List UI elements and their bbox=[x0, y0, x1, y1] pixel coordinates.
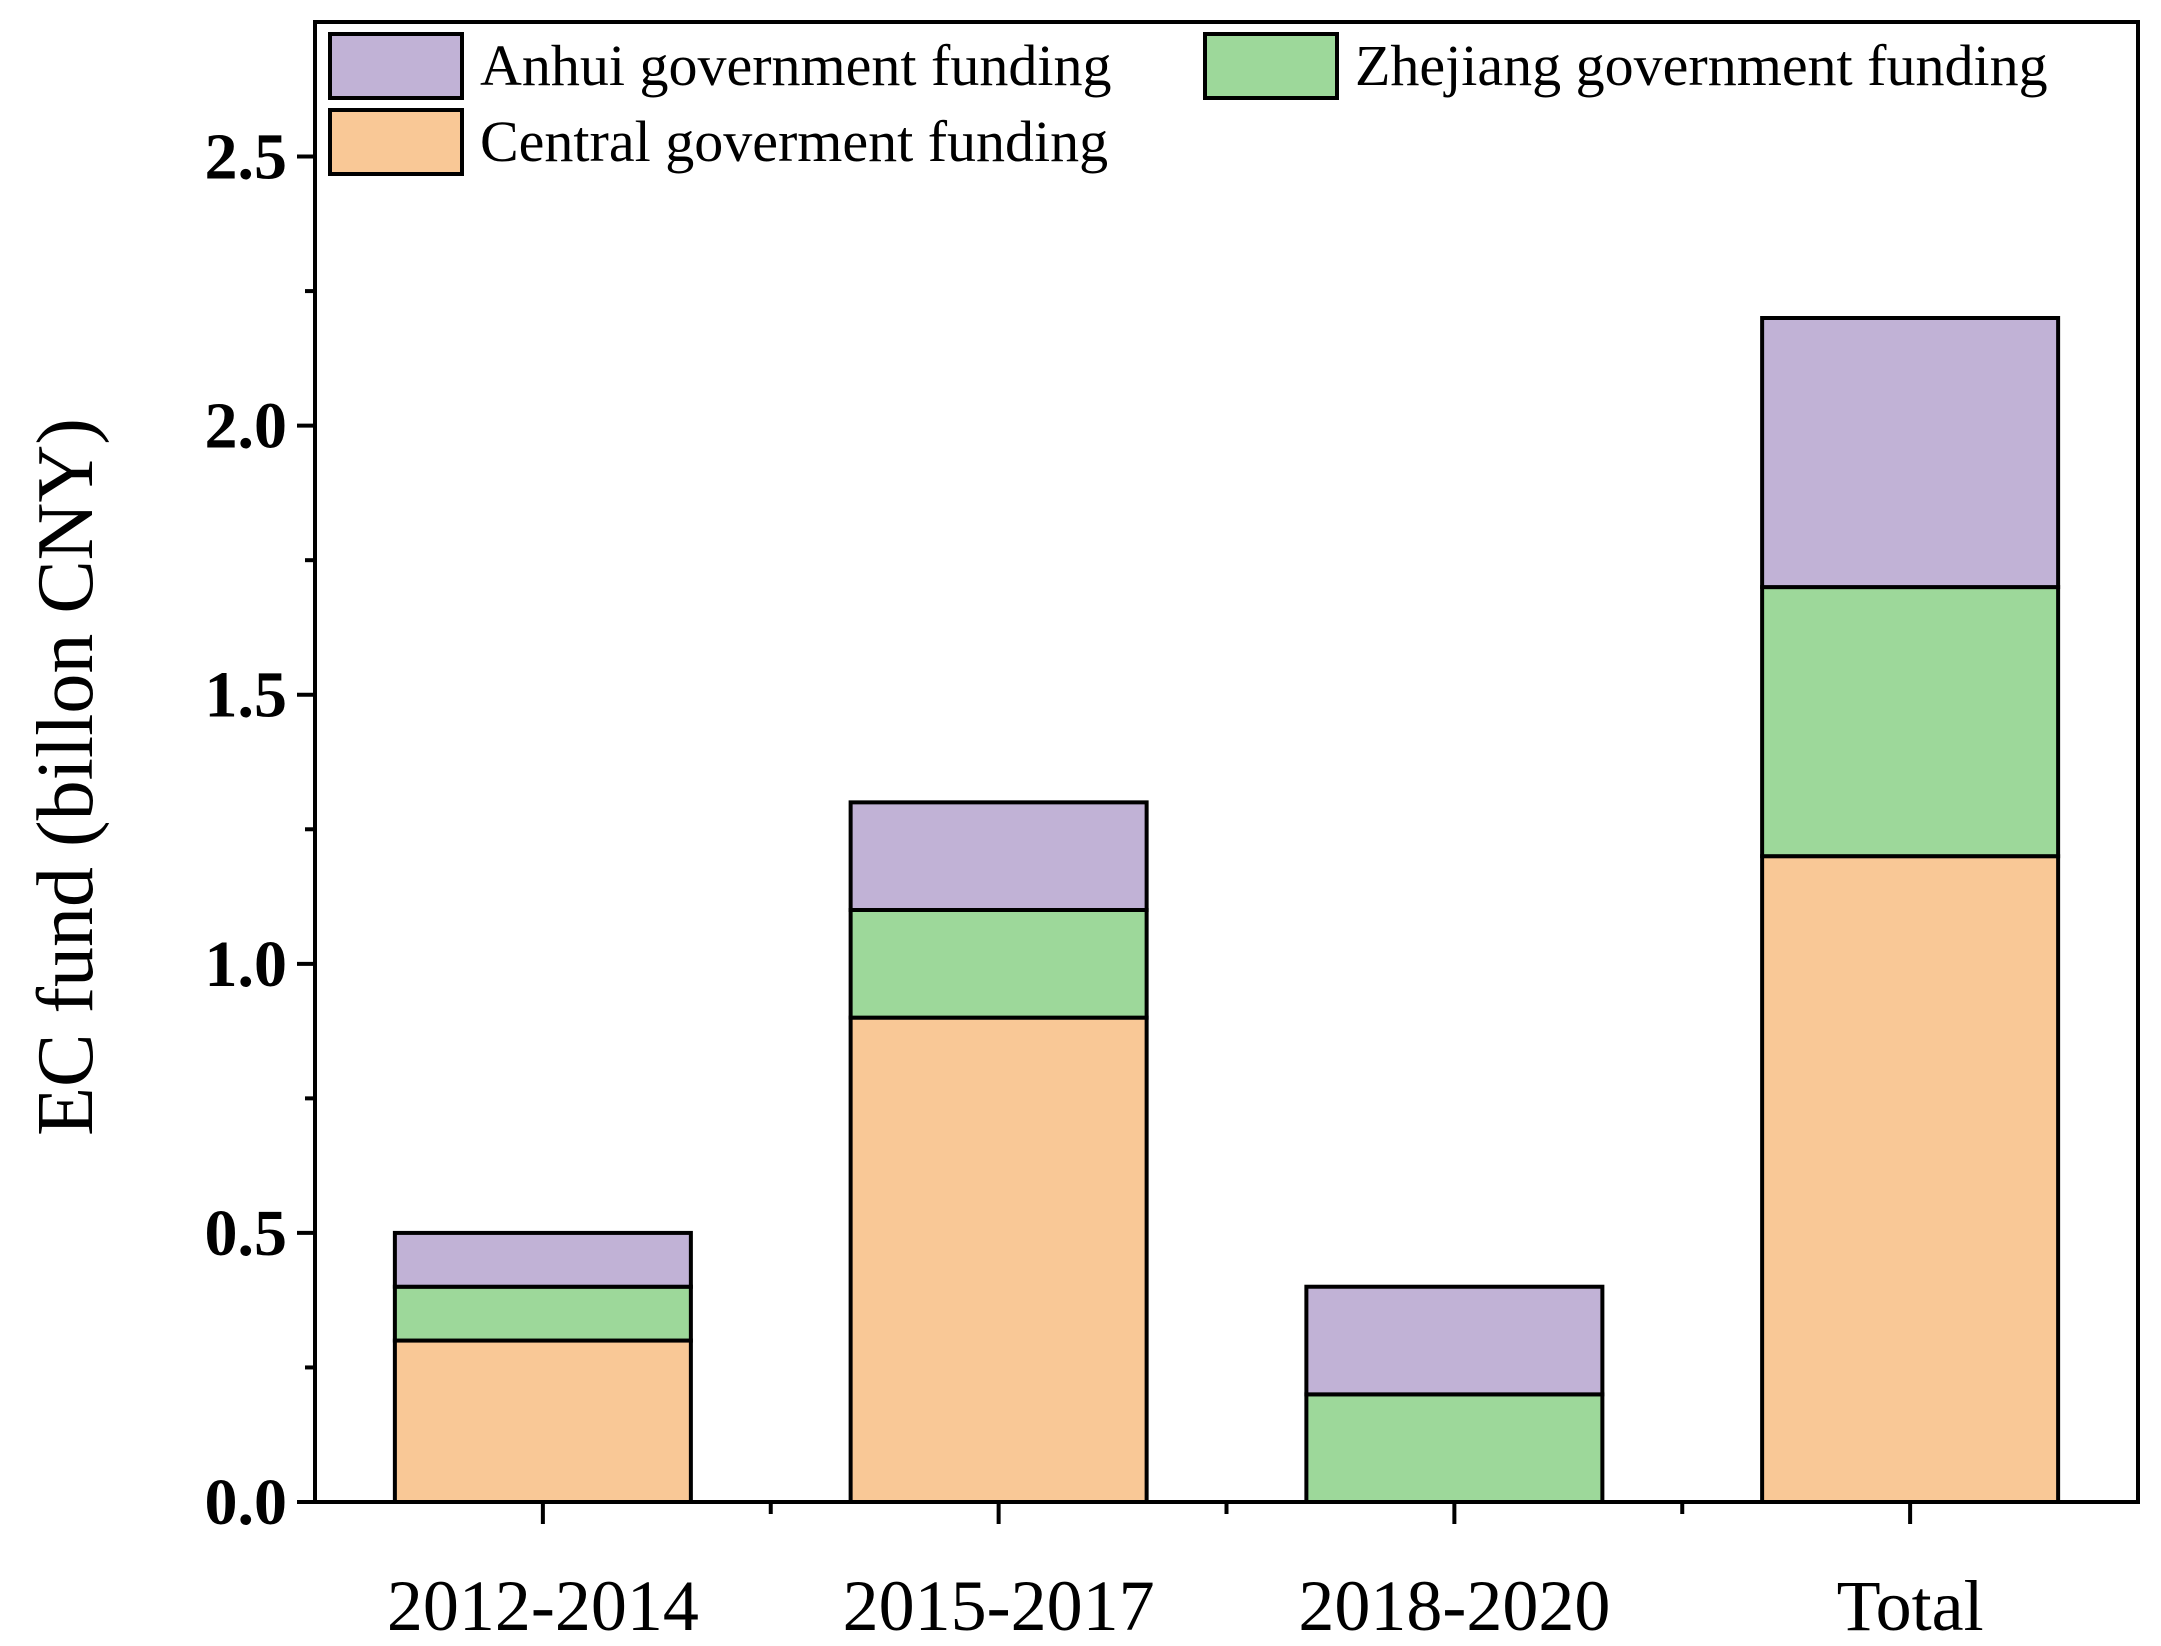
x-tick-label: 2015-2017 bbox=[843, 1566, 1155, 1646]
bar-segment bbox=[848, 800, 1149, 913]
bar-segment bbox=[1304, 1392, 1605, 1505]
legend-label: Zhejiang government funding bbox=[1355, 33, 2048, 98]
bars-layer bbox=[392, 316, 2061, 1505]
bar-segment bbox=[392, 1338, 693, 1504]
y-tick-label: 1.5 bbox=[205, 659, 288, 732]
bar-segment bbox=[1304, 1284, 1605, 1397]
legend-swatch bbox=[328, 32, 464, 100]
bar-segment bbox=[1760, 316, 2061, 590]
bar-segment bbox=[1760, 854, 2061, 1504]
y-tick-label: 2.5 bbox=[205, 121, 288, 194]
y-tick-label: 1.0 bbox=[205, 928, 288, 1001]
axes-layer: 0.0 0.5 1.0 1.5 2.0 2.5 2012-2014 2015-2017 2018… bbox=[205, 20, 2140, 1646]
x-tick-label: 2012-2014 bbox=[387, 1566, 699, 1646]
legend-label: Anhui government funding bbox=[480, 33, 1111, 98]
bar-segment bbox=[848, 1015, 1149, 1504]
bar-segment bbox=[848, 908, 1149, 1020]
y-tick-label: 2.0 bbox=[205, 390, 288, 463]
y-tick-label: 0.5 bbox=[205, 1197, 288, 1270]
x-tick-label: Total bbox=[1837, 1566, 1984, 1646]
legend-swatch bbox=[328, 108, 464, 176]
legend: Anhui government funding Zhejiang governm… bbox=[328, 32, 2048, 176]
bar-segment bbox=[392, 1230, 693, 1289]
y-axis-title: EC fund (billon CNY) bbox=[22, 418, 110, 1136]
legend-swatch bbox=[1203, 32, 1339, 100]
y-tick-label: 0.0 bbox=[205, 1466, 288, 1539]
legend-label: Central goverment funding bbox=[480, 109, 1108, 174]
bar-segment bbox=[392, 1284, 693, 1343]
x-tick-label: 2018-2020 bbox=[1298, 1566, 1610, 1646]
bar-segment bbox=[1760, 585, 2061, 859]
